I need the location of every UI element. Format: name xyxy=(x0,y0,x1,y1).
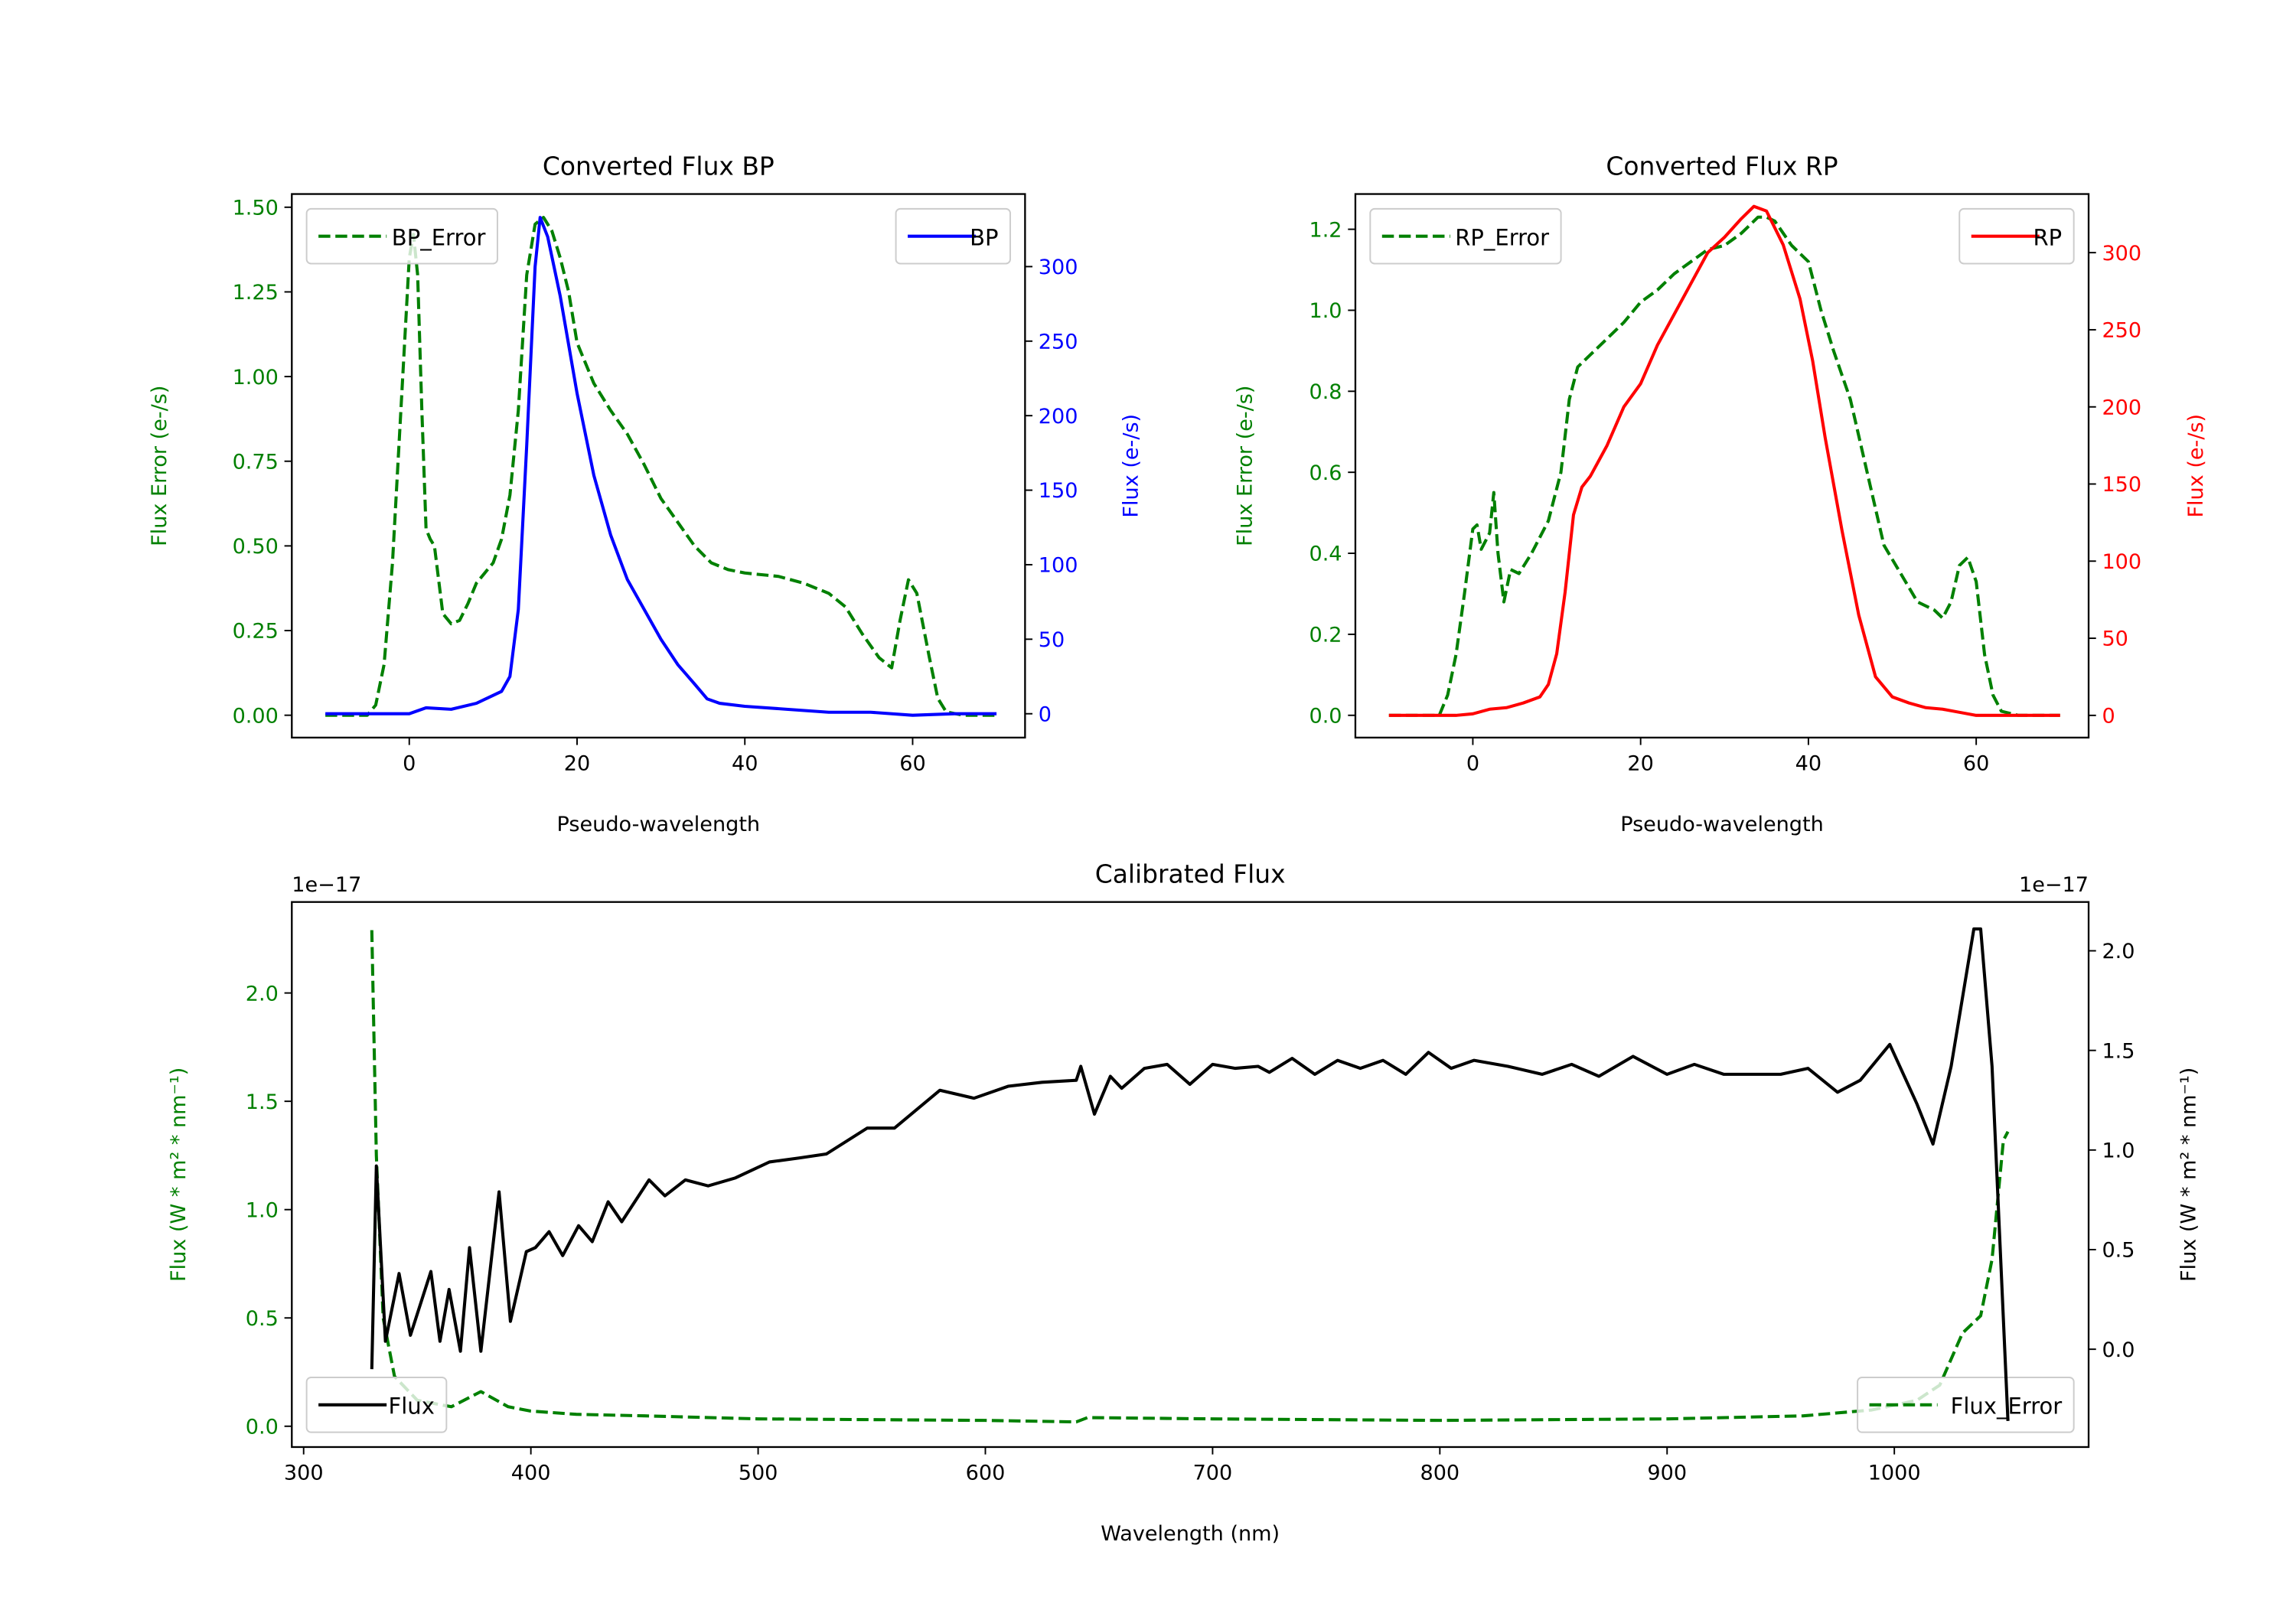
x-tick-label: 0 xyxy=(1466,751,1479,775)
legend-box xyxy=(1857,1377,2075,1433)
x-tick-label: 900 xyxy=(1647,1462,1687,1485)
series-line-rp-error xyxy=(1388,215,2060,717)
series-line-flux-error xyxy=(370,930,2010,1424)
x-tick-label: 500 xyxy=(739,1462,778,1485)
y-right-tick-label: 1.0 xyxy=(2102,1139,2135,1162)
y-right-tick-label: 50 xyxy=(2102,627,2128,651)
y-right-tick-label: 0.0 xyxy=(2102,1338,2135,1362)
y-left-tick-label: 0.00 xyxy=(233,704,279,728)
series-line-rp xyxy=(1388,204,2060,717)
axes-frame xyxy=(1354,193,2090,739)
y-right-tick-label: 200 xyxy=(1039,405,1078,429)
y-left-tick-label: 1.00 xyxy=(233,366,279,390)
x-tick-label: 40 xyxy=(732,751,758,775)
y-right-axis-label: Flux (e-/s) xyxy=(2184,414,2208,518)
series-line-bp xyxy=(325,216,997,717)
y-left-offset-text: 1e−17 xyxy=(292,873,361,897)
x-tick-label: 300 xyxy=(284,1462,324,1485)
y-left-tick-label: 1.5 xyxy=(246,1090,279,1114)
y-right-tick-label: 100 xyxy=(2102,550,2141,574)
panel-converted-flux-bp: Converted Flux BP 0 20 40 60 Pseudo-wavelengt… xyxy=(148,151,1143,836)
x-tick-label: 400 xyxy=(511,1462,551,1485)
y-right-tick-label: 150 xyxy=(1039,479,1078,503)
legend-label: Flux xyxy=(389,1393,435,1419)
y-right-tick-label: 150 xyxy=(2102,473,2141,497)
legend-bp-error: BP_Error xyxy=(305,207,498,265)
y-left-tick-label: 1.0 xyxy=(246,1198,279,1222)
y-right-tick-label: 0 xyxy=(2102,705,2115,729)
chart-title: Converted Flux RP xyxy=(1606,151,1838,181)
y-right-offset-text: 1e−17 xyxy=(2019,873,2089,897)
y-right-tick-label: 200 xyxy=(2102,396,2141,419)
series-line-bp-error xyxy=(325,216,997,717)
y-left-axis-label: Flux (W * m² * nm⁻¹) xyxy=(167,1068,191,1282)
y-left-tick-label: 0.4 xyxy=(1309,543,1342,566)
x-tick-label: 1000 xyxy=(1868,1462,1921,1485)
x-tick-label: 20 xyxy=(1627,751,1653,775)
y-left-axis-label: Flux Error (e-/s) xyxy=(1233,386,1257,546)
x-tick-label: 60 xyxy=(899,751,925,775)
y-right-tick-label: 250 xyxy=(1039,330,1078,354)
series-line-flux xyxy=(370,927,2010,1421)
legend-flux-error: Flux_Error xyxy=(1857,1377,2075,1433)
y-left-tick-label: 1.50 xyxy=(233,196,279,220)
y-left-tick-label: 1.0 xyxy=(1309,299,1342,323)
y-right-tick-label: 50 xyxy=(1039,628,1065,652)
y-right-axis-label: Flux (e-/s) xyxy=(1119,414,1143,518)
y-left-tick-label: 2.0 xyxy=(246,982,279,1006)
legend-flux: Flux xyxy=(305,1377,448,1433)
y-right-tick-label: 300 xyxy=(1039,256,1078,279)
y-right-tick-label: 1.5 xyxy=(2102,1039,2135,1063)
legend-rp-error: RP_Error xyxy=(1369,207,1562,265)
y-left-tick-label: 1.25 xyxy=(233,281,279,305)
x-axis-label: Wavelength (nm) xyxy=(1101,1522,1280,1546)
x-tick-label: 0 xyxy=(403,751,416,775)
y-right-tick-label: 100 xyxy=(1039,554,1078,578)
legend-rp: RP xyxy=(1958,207,2075,265)
legend-label: BP_Error xyxy=(392,224,486,250)
y-left-tick-label: 0.75 xyxy=(233,450,279,474)
y-left-tick-label: 0.5 xyxy=(246,1307,279,1331)
x-tick-label: 40 xyxy=(1795,751,1821,775)
y-left-tick-label: 0.2 xyxy=(1309,624,1342,647)
y-right-tick-label: 0 xyxy=(1039,702,1052,726)
legend-label: RP xyxy=(2033,224,2063,250)
x-tick-label: 700 xyxy=(1193,1462,1233,1485)
y-left-tick-label: 0.0 xyxy=(1309,704,1342,728)
x-tick-label: 20 xyxy=(564,751,590,775)
chart-title: Calibrated Flux xyxy=(1095,859,1286,889)
y-left-tick-label: 0.0 xyxy=(246,1415,279,1439)
legend-box xyxy=(1369,207,1562,265)
panel-calibrated-flux: Calibrated Flux 300 400 500 600 700 800 900 1000… xyxy=(167,859,2200,1546)
legend-label: BP xyxy=(970,224,998,250)
y-right-tick-label: 0.5 xyxy=(2102,1239,2135,1263)
y-left-axis-label: Flux Error (e-/s) xyxy=(148,386,171,546)
y-left-tick-label: 1.2 xyxy=(1309,218,1342,242)
x-axis-label: Pseudo-wavelength xyxy=(557,813,761,836)
y-left-tick-label: 0.25 xyxy=(233,620,279,644)
legend-box xyxy=(305,207,498,265)
legend-label: RP_Error xyxy=(1455,224,1549,250)
axes-frame xyxy=(291,901,2090,1449)
y-right-tick-label: 250 xyxy=(2102,319,2141,343)
x-tick-label: 600 xyxy=(966,1462,1006,1485)
y-left-tick-label: 0.50 xyxy=(233,535,279,559)
y-right-tick-label: 2.0 xyxy=(2102,940,2135,963)
y-left-tick-label: 0.6 xyxy=(1309,461,1342,485)
y-left-tick-label: 0.8 xyxy=(1309,380,1342,404)
y-right-tick-label: 300 xyxy=(2102,242,2141,266)
chart-title: Converted Flux BP xyxy=(543,151,775,181)
x-tick-label: 800 xyxy=(1420,1462,1459,1485)
legend-bp: BP xyxy=(895,207,1011,265)
x-tick-label: 60 xyxy=(1963,751,1989,775)
y-right-axis-label: Flux (W * m² * nm⁻¹) xyxy=(2177,1068,2200,1282)
x-axis-label: Pseudo-wavelength xyxy=(1620,813,1824,836)
panel-converted-flux-rp: Converted Flux RP 0 20 40 60 Pseudo-wavelengt… xyxy=(1233,151,2208,836)
axes-frame xyxy=(291,193,1026,739)
